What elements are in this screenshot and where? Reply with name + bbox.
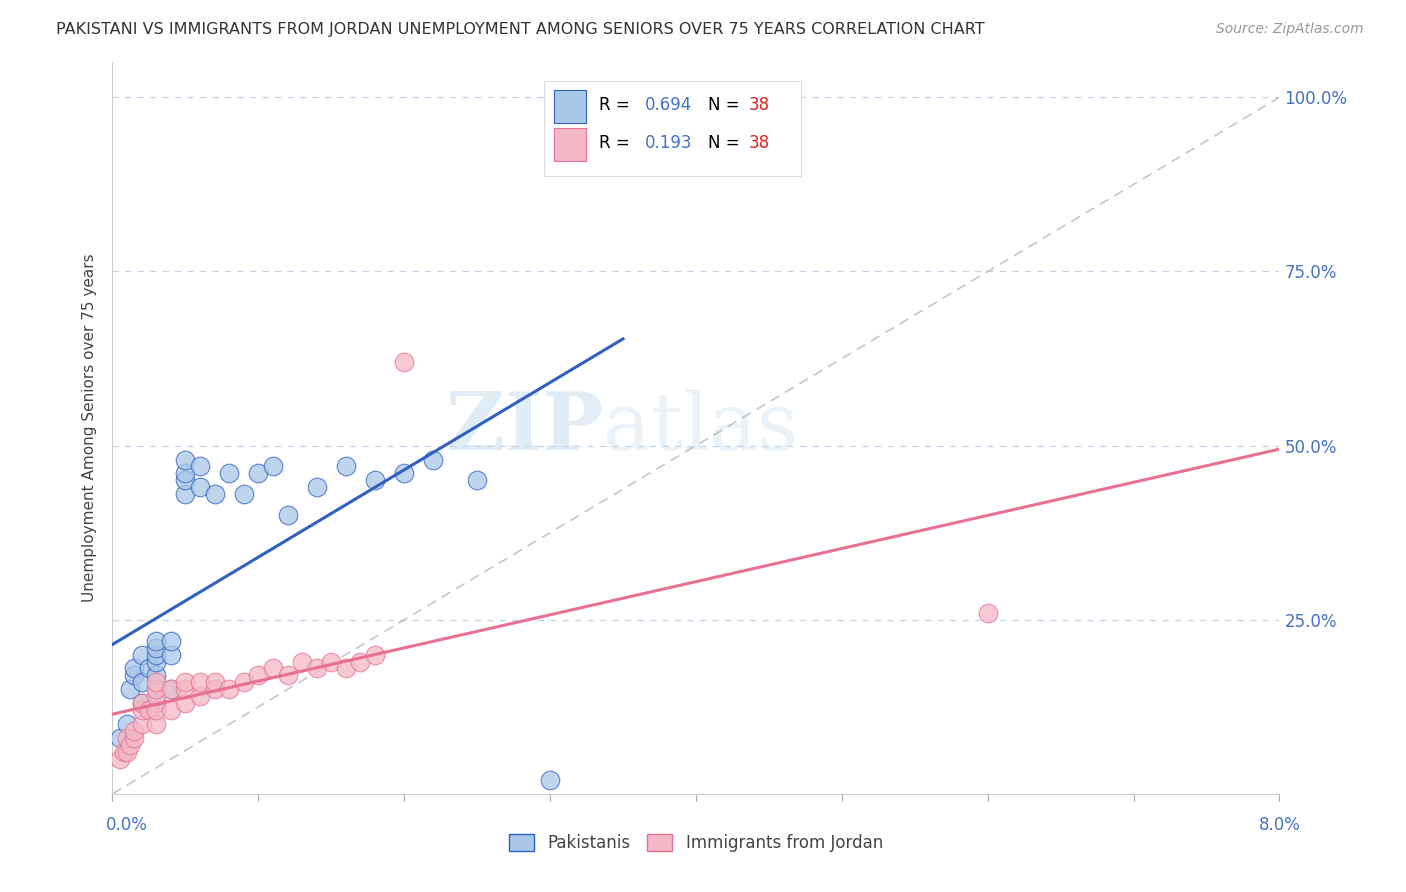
Text: Source: ZipAtlas.com: Source: ZipAtlas.com [1216, 22, 1364, 37]
Text: N =: N = [707, 95, 745, 114]
Point [108, 752, 131, 766]
Point [108, 731, 131, 746]
Point [188, 675, 211, 690]
Point [115, 731, 138, 746]
Point [138, 661, 160, 675]
Point [232, 675, 254, 690]
Point [394, 355, 416, 369]
Point [145, 675, 167, 690]
Point [115, 717, 138, 731]
Point [131, 696, 153, 710]
Point [232, 487, 254, 501]
Text: N =: N = [707, 134, 745, 152]
Point [276, 508, 298, 523]
Legend: Pakistanis, Immigrants from Jordan: Pakistanis, Immigrants from Jordan [502, 827, 890, 859]
Text: 0.0%: 0.0% [105, 816, 148, 834]
Point [174, 452, 197, 467]
Point [174, 467, 197, 481]
Point [305, 661, 328, 675]
Point [188, 459, 211, 474]
Point [218, 682, 240, 697]
Point [112, 745, 135, 759]
Point [124, 731, 146, 746]
Point [118, 682, 141, 697]
Text: 38: 38 [748, 134, 769, 152]
FancyBboxPatch shape [554, 128, 586, 161]
Point [465, 474, 488, 488]
Point [247, 467, 270, 481]
Point [204, 675, 226, 690]
Y-axis label: Unemployment Among Seniors over 75 years: Unemployment Among Seniors over 75 years [82, 254, 97, 602]
FancyBboxPatch shape [544, 81, 801, 176]
Point [124, 724, 146, 739]
Point [145, 633, 167, 648]
Point [160, 648, 183, 662]
Text: ZIP: ZIP [446, 389, 603, 467]
Point [131, 703, 153, 717]
Point [145, 648, 167, 662]
Point [145, 696, 167, 710]
Point [188, 690, 211, 704]
Point [145, 668, 167, 682]
Point [685, 125, 707, 139]
Point [276, 668, 298, 682]
Point [124, 661, 146, 675]
Point [364, 648, 387, 662]
Point [262, 459, 284, 474]
Point [204, 487, 226, 501]
Point [364, 474, 387, 488]
Point [145, 717, 167, 731]
Point [131, 717, 153, 731]
Point [305, 480, 328, 494]
Point [145, 640, 167, 655]
Point [174, 682, 197, 697]
Point [124, 668, 146, 682]
Point [976, 606, 998, 620]
Point [160, 633, 183, 648]
Point [349, 655, 371, 669]
Point [160, 703, 183, 717]
Point [174, 474, 197, 488]
Point [291, 655, 314, 669]
Point [321, 655, 343, 669]
Point [145, 703, 167, 717]
Point [131, 696, 153, 710]
Point [262, 661, 284, 675]
Point [145, 690, 167, 704]
Point [174, 675, 197, 690]
Point [160, 682, 183, 697]
Point [131, 648, 153, 662]
Point [247, 668, 270, 682]
Text: 0.193: 0.193 [644, 134, 692, 152]
Text: PAKISTANI VS IMMIGRANTS FROM JORDAN UNEMPLOYMENT AMONG SENIORS OVER 75 YEARS COR: PAKISTANI VS IMMIGRANTS FROM JORDAN UNEM… [56, 22, 984, 37]
FancyBboxPatch shape [554, 90, 586, 123]
Text: 0.694: 0.694 [644, 95, 692, 114]
Point [335, 661, 357, 675]
Point [145, 655, 167, 669]
Text: 8.0%: 8.0% [1258, 816, 1301, 834]
Text: R =: R = [599, 95, 636, 114]
Point [118, 738, 141, 752]
Point [174, 696, 197, 710]
Point [204, 682, 226, 697]
Point [145, 682, 167, 697]
Point [422, 452, 444, 467]
Point [131, 675, 153, 690]
Text: atlas: atlas [603, 389, 797, 467]
Point [394, 467, 416, 481]
Text: R =: R = [599, 134, 636, 152]
Text: 38: 38 [748, 95, 769, 114]
Point [160, 682, 183, 697]
Point [335, 459, 357, 474]
Point [538, 772, 561, 787]
Point [188, 480, 211, 494]
Point [138, 703, 160, 717]
Point [115, 745, 138, 759]
Point [218, 467, 240, 481]
Point [174, 487, 197, 501]
